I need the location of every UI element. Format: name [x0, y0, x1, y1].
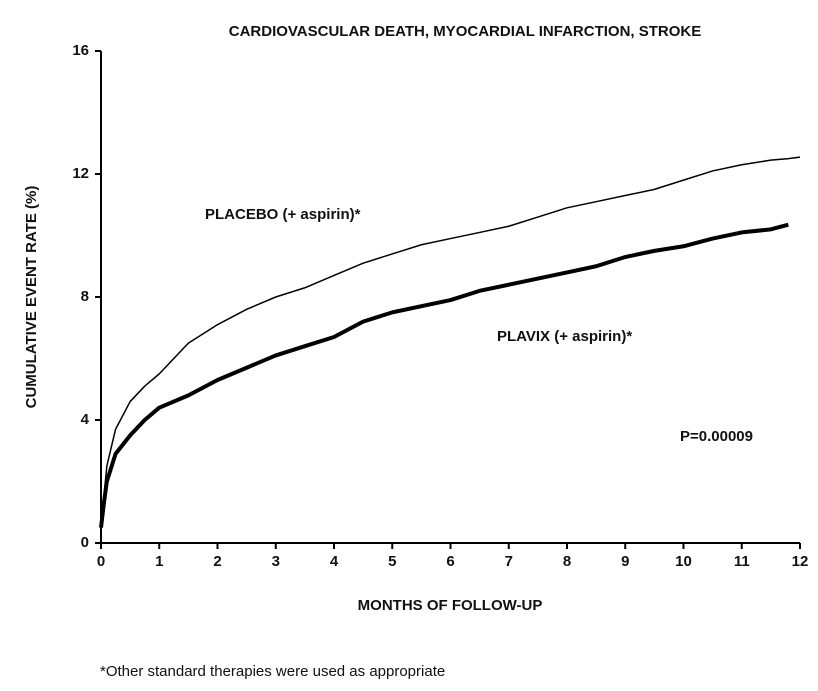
x-tick-label: 0 [97, 553, 105, 570]
x-axis-label: MONTHS OF FOLLOW-UP [358, 597, 543, 614]
x-tick-label: 6 [446, 553, 454, 570]
y-tick-label: 12 [72, 165, 89, 182]
series-line [100, 156, 801, 528]
x-tick-label: 11 [734, 553, 750, 570]
x-tick-label: 3 [272, 553, 280, 570]
y-tick-label: 8 [81, 288, 89, 305]
x-tick-label: 7 [505, 553, 513, 570]
x-tick-label: 8 [563, 553, 571, 570]
footnote: *Other standard therapies were used as a… [100, 663, 445, 680]
x-tick-label: 4 [330, 553, 339, 570]
y-tick-label: 16 [72, 42, 89, 59]
y-tick-label: 0 [81, 534, 89, 551]
x-tick-label: 1 [155, 553, 163, 570]
series-line [99, 222, 789, 528]
x-tick-label: 2 [213, 553, 221, 570]
chart-title: CARDIOVASCULAR DEATH, MYOCARDIAL INFARCT… [229, 23, 702, 40]
series-label: PLAVIX (+ aspirin)* [497, 328, 632, 345]
y-tick-label: 4 [81, 411, 90, 428]
series-label: PLACEBO (+ aspirin)* [205, 206, 361, 223]
x-tick-label: 5 [388, 553, 396, 570]
y-axis-label: CUMULATIVE EVENT RATE (%) [23, 186, 40, 409]
annotation: P=0.00009 [680, 428, 753, 445]
x-tick-label: 10 [675, 553, 692, 570]
x-tick-label: 9 [621, 553, 629, 570]
x-tick-label: 12 [792, 553, 809, 570]
